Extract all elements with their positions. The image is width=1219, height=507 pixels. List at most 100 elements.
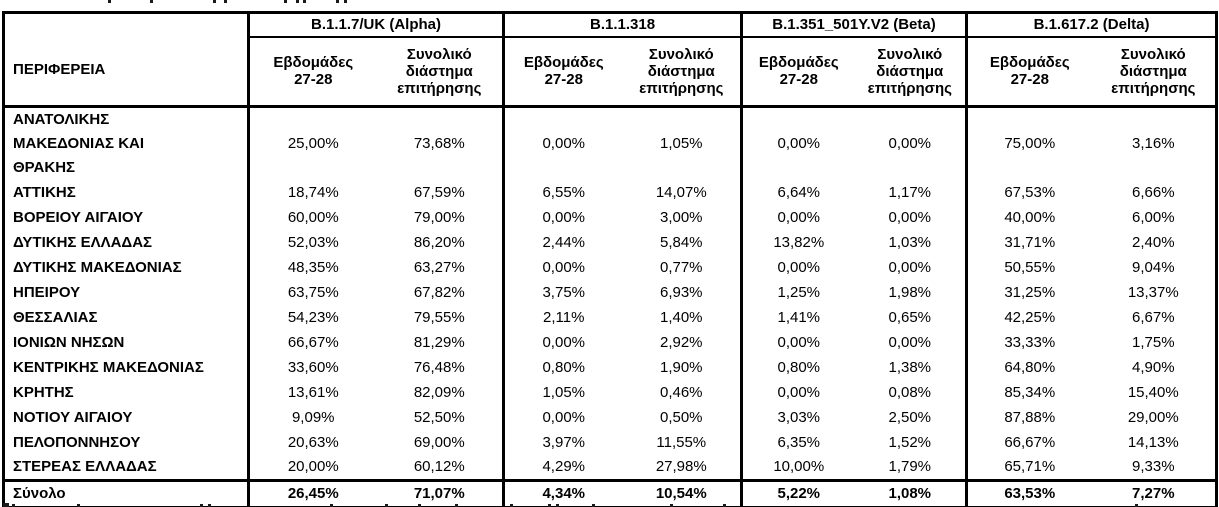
delta-weeks-cell: 67,53% [965,180,1092,205]
beta-total-total-cell: 1,08% [854,479,967,507]
total-row: Σύνολο 26,45% 71,07% 4,34% 10,54% 5,22% … [3,479,1217,507]
alpha-total-cell: 76,48% [413,358,465,376]
beta-weeks-cell: 3,03% [740,405,855,430]
b318-weeks-header: Εβδομάδες 27-28 [502,36,623,108]
table-row: ΙΟΝΙΩΝ ΝΗΣΩΝ 66,67% 81,29% 0,00% 2,92% 0… [4,330,1217,355]
b318-total-cell: 2,92% [659,333,703,351]
beta-weeks-cell: 0,00% [740,330,855,355]
alpha-weeks-header: Εβδομάδες 27-28 [247,36,377,108]
b318-weeks-cell: 0,00% [502,106,623,180]
delta-weeks-cell: 87,88% [965,405,1092,430]
b318-weeks-cell: 4,29% [502,455,623,481]
alpha-weeks-total-cell: 26,45% [247,479,377,507]
b318-total-cell: 1,05% [659,135,703,152]
clipped-text-remnant-top [0,0,1219,4]
b318-weeks-cell: 0,00% [502,405,623,430]
delta-total-cell: 14,13% [1127,433,1179,451]
beta-total-cell: 0,08% [888,383,932,401]
table-row: ΠΕΛΟΠΟΝΝΗΣΟΥ 20,63% 69,00% 3,97% 11,55% … [4,430,1217,455]
delta-total-cell: 9,33% [1132,458,1175,475]
beta-weeks-cell: 10,00% [740,455,855,481]
alpha-weeks-cell: 20,00% [247,455,377,481]
alpha-total-cell: 79,00% [413,208,465,226]
b318-weeks-cell: 3,75% [502,280,623,305]
beta-weeks-cell: 6,35% [740,430,855,455]
delta-weeks-cell: 66,67% [965,430,1092,455]
table-body: ΑΝΑΤΟΛΙΚΗΣ ΜΑΚΕΔΟΝΙΑΣ ΚΑΙ ΘΡΑΚΗΣ 25,00% … [4,106,1217,481]
b318-total-header: Συνολικό διάστημα επιτήρησης [622,36,742,108]
alpha-total-cell: 81,29% [413,333,465,351]
delta-weeks-cell: 31,71% [965,230,1092,255]
beta-total-cell: 1,03% [888,233,932,251]
region-name-cell: ΙΟΝΙΩΝ ΝΗΣΩΝ [13,333,125,351]
b318-total-cell: 1,90% [659,358,703,376]
alpha-total-cell: 86,20% [413,233,465,251]
region-name-cell: ΣΤΕΡΕΑΣ ΕΛΛΑΔΑΣ [13,458,157,475]
region-name-cell: ΔΥΤΙΚΗΣ ΕΛΛΑΔΑΣ [13,233,153,251]
delta-weeks-header: Εβδομάδες 27-28 [965,36,1092,108]
b318-total-cell: 3,00% [659,208,703,226]
b318-weeks-cell: 0,00% [502,330,623,355]
delta-total-cell: 29,00% [1127,408,1179,426]
table-row: ΘΕΣΣΑΛΙΑΣ 54,23% 79,55% 2,11% 1,40% 1,41… [4,305,1217,330]
region-name-cell: ΔΥΤΙΚΗΣ ΜΑΚΕΔΟΝΙΑΣ [13,258,182,276]
beta-weeks-header: Εβδομάδες 27-28 [740,36,855,108]
table-row: ΑΝΑΤΟΛΙΚΗΣ ΜΑΚΕΔΟΝΙΑΣ ΚΑΙ ΘΡΑΚΗΣ 25,00% … [4,106,1217,180]
group-header-beta: B.1.351_501Y.V2 (Beta) [740,12,967,38]
alpha-weeks-cell: 48,35% [247,255,377,280]
alpha-total-header: Συνολικό διάστημα επιτήρησης [376,36,504,108]
delta-weeks-cell: 64,80% [965,355,1092,380]
b318-total-cell: 27,98% [655,458,707,475]
b318-weeks-cell: 0,00% [502,255,623,280]
beta-weeks-cell: 0,80% [740,355,855,380]
b318-weeks-cell: 3,97% [502,430,623,455]
alpha-weeks-cell: 63,75% [247,280,377,305]
alpha-total-cell: 67,59% [413,183,465,201]
region-name-cell: ΗΠΕΙΡΟΥ [13,283,81,301]
alpha-weeks-cell: 13,61% [247,380,377,405]
delta-total-header: Συνολικό διάστημα επιτήρησης [1091,36,1217,108]
delta-total-cell: 15,40% [1127,383,1179,401]
alpha-weeks-cell: 33,60% [247,355,377,380]
beta-weeks-cell: 0,00% [740,380,855,405]
beta-total-cell: 1,38% [888,358,932,376]
variant-surveillance-table: ΠΕΡΙΦΕΡΕΙΑ B.1.1.7/UK (Alpha) B.1.1.318 … [2,11,1219,507]
alpha-weeks-cell: 18,74% [247,180,377,205]
delta-weeks-cell: 75,00% [965,106,1092,180]
table-row: ΣΤΕΡΕΑΣ ΕΛΛΑΔΑΣ 20,00% 60,12% 4,29% 27,9… [4,455,1217,481]
delta-weeks-cell: 33,33% [965,330,1092,355]
region-name-cell: ΚΡΗΤΗΣ [13,383,74,401]
b318-total-cell: 0,50% [659,408,703,426]
delta-total-cell: 3,16% [1132,135,1175,152]
alpha-total-cell: 79,55% [413,308,465,326]
beta-weeks-cell: 13,82% [740,230,855,255]
b318-weeks-cell: 2,11% [502,305,623,330]
beta-weeks-cell: 1,25% [740,280,855,305]
region-column-header: ΠΕΡΙΦΕΡΕΙΑ [3,12,249,108]
beta-weeks-cell: 1,41% [740,305,855,330]
b318-total-cell: 11,55% [656,433,707,451]
b318-weeks-cell: 0,80% [502,355,623,380]
alpha-weeks-cell: 9,09% [247,405,377,430]
total-row-label: Σύνολο [3,479,249,507]
b318-weeks-cell: 0,00% [502,205,623,230]
table-row: ΝΟΤΙΟΥ ΑΙΓΑΙΟΥ 9,09% 52,50% 0,00% 0,50% … [4,405,1217,430]
delta-total-cell: 4,90% [1132,358,1175,376]
alpha-weeks-cell: 25,00% [247,106,377,180]
delta-total-cell: 13,37% [1127,283,1179,301]
alpha-total-cell: 73,68% [413,135,465,152]
delta-total-total-cell: 7,27% [1091,479,1217,507]
region-name-cell: ΚΕΝΤΡΙΚΗΣ ΜΑΚΕΔΟΝΙΑΣ [13,358,204,376]
b318-weeks-cell: 2,44% [502,230,623,255]
alpha-total-cell: 69,00% [413,433,465,451]
beta-total-cell: 2,50% [888,408,932,426]
delta-weeks-total-cell: 63,53% [965,479,1092,507]
table-row: ΚΕΝΤΡΙΚΗΣ ΜΑΚΕΔΟΝΙΑΣ 33,60% 76,48% 0,80%… [4,355,1217,380]
alpha-weeks-cell: 20,63% [247,430,377,455]
beta-total-cell: 0,00% [888,135,932,152]
b318-total-cell: 14,07% [655,183,707,201]
beta-weeks-cell: 0,00% [740,205,855,230]
delta-total-cell: 1,75% [1132,333,1175,351]
delta-total-cell: 6,67% [1132,308,1175,326]
